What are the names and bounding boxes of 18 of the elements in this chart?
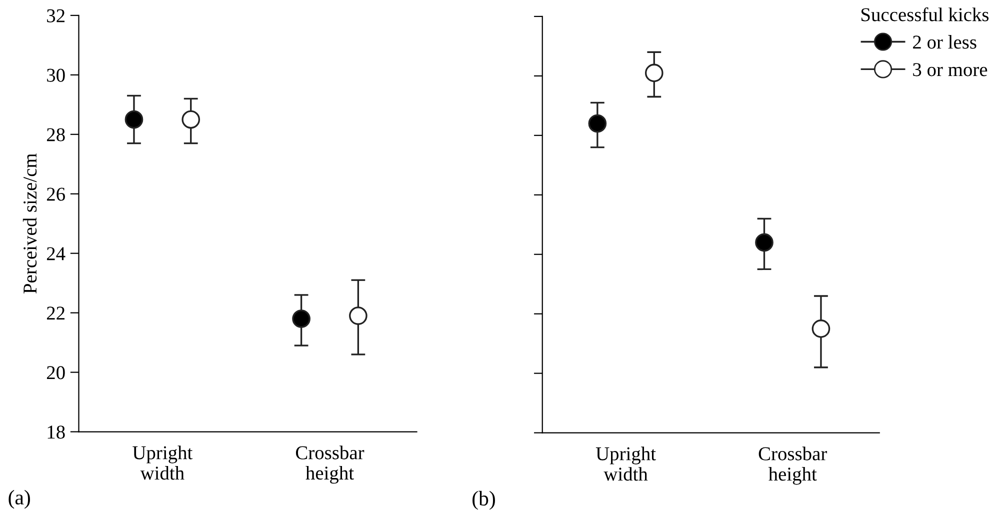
x-tick-label: Upright width [596,446,656,481]
legend-label: 3 or more [913,63,988,76]
y-tick-label: 28 [46,128,65,142]
y-axis-title: Perceived size/cm [22,153,37,294]
text: (a) [8,490,30,509]
y-tick-label: 20 [46,366,65,380]
legend-title: Successful kicks [861,7,989,22]
y-tick-label: 32 [47,9,64,22]
y-tick-label: 26 [46,188,65,201]
y-tick-label: 30 [47,68,65,82]
x-tick-label: Crossbar height [296,446,364,484]
y-tick-label: 18 [48,426,65,439]
legend-label: 2 or less [913,35,976,49]
x-tick-label: Crossbar height [758,446,827,485]
x-tick-label: Upright width [132,446,193,480]
text: (b) [472,490,495,510]
y-tick-label: 24 [46,247,66,260]
y-tick-label: 22 [46,306,64,320]
